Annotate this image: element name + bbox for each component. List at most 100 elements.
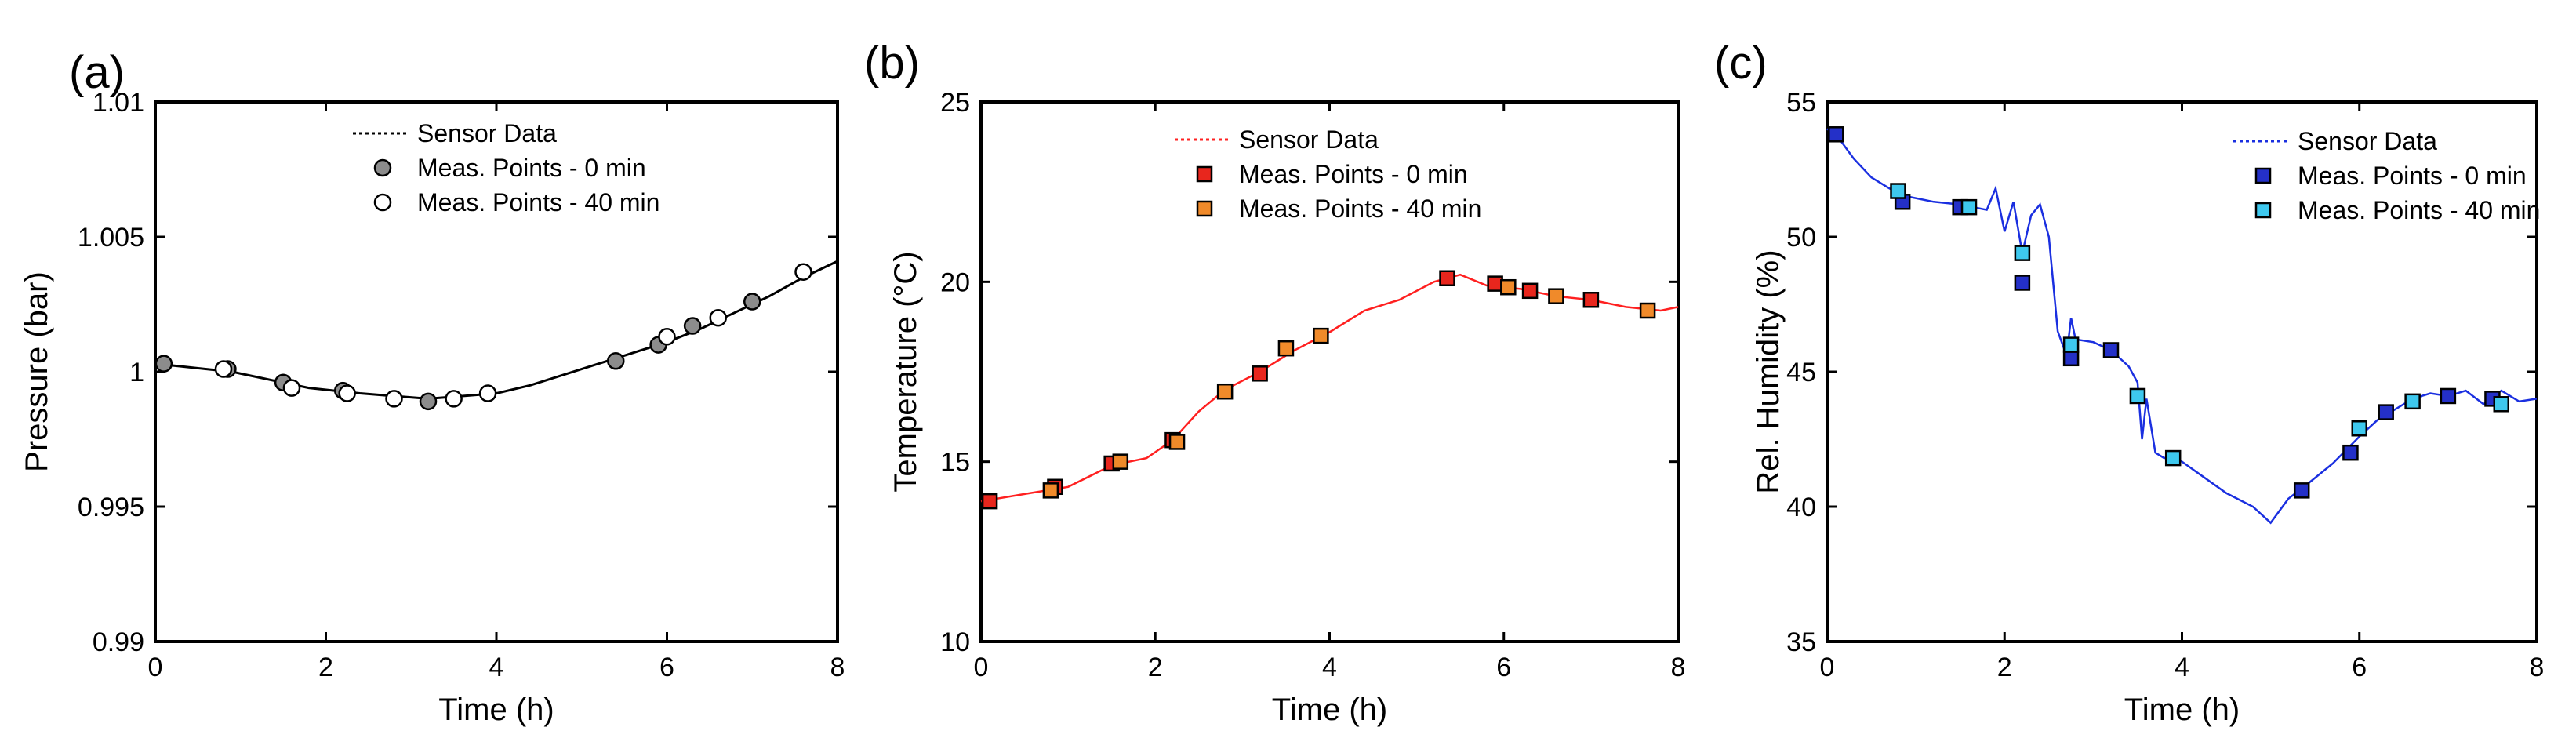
- sensor-data-line: [1826, 128, 2538, 525]
- meas-point-40min: [1277, 340, 1295, 357]
- meas-point-40min: [2351, 420, 2367, 437]
- y-tick-label: 1.01: [93, 88, 144, 118]
- meas-point-40min: [478, 384, 497, 402]
- sensor-data-line: [154, 260, 838, 400]
- meas-point-40min: [2014, 245, 2031, 261]
- panel-label: (a): [69, 47, 125, 98]
- meas-point-0min: [1582, 292, 1600, 308]
- meas-point-40min: [1500, 278, 1517, 296]
- meas-point-0min: [2102, 342, 2120, 358]
- meas-point-0min: [2293, 482, 2310, 499]
- meas-point-40min: [385, 390, 403, 408]
- meas-point-40min: [2164, 449, 2182, 467]
- meas-point-0min: [2014, 275, 2031, 291]
- meas-point-0min: [419, 392, 438, 411]
- meas-point-40min: [709, 308, 727, 327]
- panel-b: 0 2 4 6 8 10 15 20 25 Time (h) Temperature (°C) (b)…: [864, 38, 1685, 727]
- y-tick-label: 45: [1786, 358, 1816, 387]
- meas-point-0min: [1439, 270, 1455, 286]
- legend-entry: Meas. Points - 40 min: [2298, 196, 2540, 224]
- meas-point-40min: [282, 379, 301, 397]
- legend-entry: Meas. Points - 0 min: [1239, 160, 1468, 188]
- meas-point-0min: [743, 293, 761, 311]
- meas-point-40min: [2493, 396, 2509, 413]
- y-axis-label: Rel. Humidity (%): [1751, 249, 1786, 493]
- legend-entry: Sensor Data: [2298, 127, 2437, 155]
- meas-point-40min: [2404, 393, 2421, 410]
- meas-point-0min: [607, 351, 625, 370]
- panel-a: 0 2 4 6 8 0.99 0.995 1 1.005 1.01 Time (h) Pressure…: [20, 47, 845, 727]
- meas-point-40min: [1548, 288, 1564, 304]
- x-axis-label: Time (h): [1272, 693, 1387, 727]
- meas-point-40min: [1960, 198, 1978, 216]
- meas-point-40min: [1639, 302, 1656, 319]
- meas-point-40min: [794, 263, 812, 281]
- y-tick-label: 15: [940, 448, 970, 478]
- legend-entry: Sensor Data: [1239, 125, 1379, 154]
- meas-point-0min: [2440, 387, 2457, 405]
- legend-entry: Sensor Data: [417, 119, 557, 147]
- x-tick-label: 6: [2352, 653, 2367, 682]
- legend-entry: Meas. Points - 0 min: [2298, 162, 2527, 190]
- meas-point-40min: [658, 328, 676, 346]
- legend-marker-swatch: [373, 158, 392, 177]
- x-axis-label: Time (h): [2124, 693, 2240, 727]
- x-tick-label: 6: [659, 653, 674, 682]
- meas-point-40min: [1168, 434, 1186, 450]
- meas-point-40min: [214, 360, 233, 378]
- x-tick-label: 4: [1322, 653, 1337, 682]
- legend: Sensor Data Meas. Points - 0 min Meas. Poi…: [353, 119, 659, 216]
- x-tick-label: 8: [2530, 653, 2545, 682]
- y-tick-label: 25: [940, 88, 970, 118]
- panel-label: (b): [864, 38, 920, 89]
- meas-point-0min: [1487, 275, 1503, 292]
- x-tick-label: 6: [1496, 653, 1511, 682]
- meas-point-40min: [338, 384, 356, 402]
- x-tick-label: 8: [1671, 653, 1686, 682]
- meas-point-40min: [1042, 482, 1059, 499]
- x-tick-label: 2: [1997, 653, 2012, 682]
- x-tick-label: 2: [1148, 653, 1163, 682]
- meas-point-40min: [445, 390, 463, 408]
- meas-point-0min: [2062, 350, 2080, 367]
- meas-point-40min: [1890, 183, 1906, 199]
- x-tick-label: 4: [489, 653, 504, 682]
- x-tick-label: 0: [974, 653, 989, 682]
- x-tick-label: 8: [830, 653, 845, 682]
- y-tick-label: 10: [940, 627, 970, 657]
- sensor-data-line: [980, 273, 1679, 503]
- legend: Sensor Data Meas. Points - 0 min Meas. Poi…: [1175, 125, 1481, 223]
- meas-point-40min: [1313, 327, 1329, 344]
- y-tick-label: 55: [1786, 88, 1816, 118]
- y-tick-label: 1: [129, 358, 144, 387]
- legend-marker-swatch: [1196, 165, 1213, 183]
- y-tick-label: 20: [940, 267, 970, 297]
- meas-point-40min: [2129, 387, 2146, 405]
- x-tick-label: 2: [318, 653, 333, 682]
- y-tick-label: 0.995: [78, 493, 144, 522]
- meas-point-0min: [1828, 126, 1844, 143]
- y-tick-label: 40: [1786, 493, 1816, 522]
- x-axis-label: Time (h): [438, 693, 554, 727]
- meas-point-40min: [2062, 336, 2080, 353]
- x-tick-label: 0: [1820, 653, 1835, 682]
- meas-point-0min: [683, 317, 702, 335]
- meas-point-0min: [154, 355, 173, 373]
- meas-point-0min: [1252, 365, 1268, 382]
- legend-entry: Meas. Points - 40 min: [1239, 195, 1481, 223]
- legend-entry: Meas. Points - 0 min: [417, 154, 646, 182]
- legend-marker-swatch: [1196, 200, 1213, 217]
- y-tick-label: 35: [1786, 627, 1816, 657]
- meas-point-0min: [981, 493, 998, 510]
- y-axis-label: Pressure (bar): [20, 271, 54, 472]
- x-tick-label: 4: [2175, 653, 2189, 682]
- y-axis-label: Temperature (°C): [888, 251, 923, 492]
- y-tick-label: 1.005: [78, 223, 144, 253]
- legend: Sensor Data Meas. Points - 0 min Meas. Poi…: [2233, 127, 2540, 224]
- y-tick-label: 0.99: [93, 627, 144, 657]
- y-tick-label: 50: [1786, 223, 1816, 253]
- meas-point-40min: [1216, 383, 1234, 400]
- meas-point-40min: [1112, 453, 1129, 470]
- panel-c: 0 2 4 6 8 35 40 45 50 55 Time (h) Rel. Humidity (%)…: [1714, 38, 2544, 727]
